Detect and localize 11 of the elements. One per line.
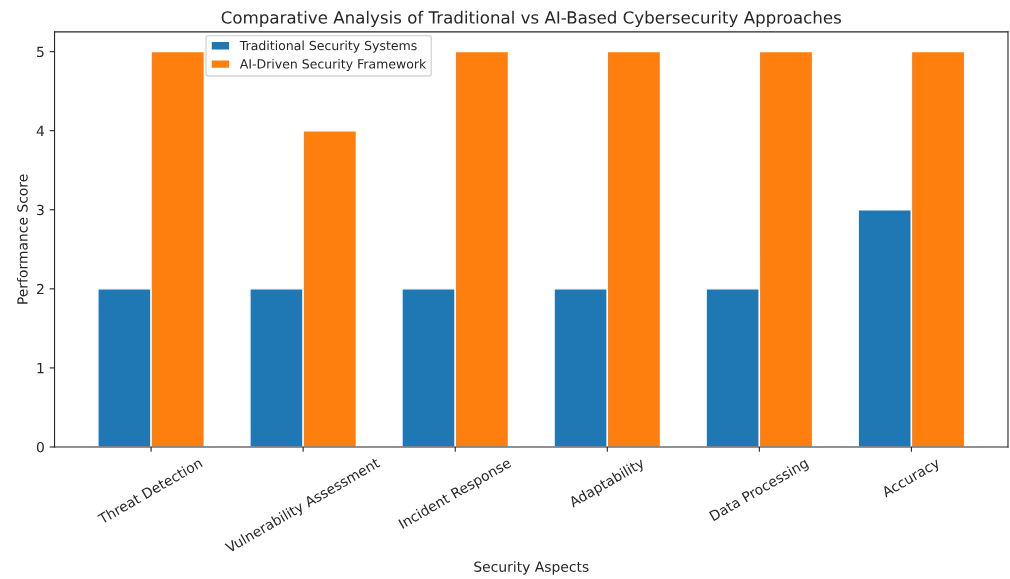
y-tick-label: 2	[37, 283, 44, 295]
legend-label: Traditional Security Systems	[239, 40, 417, 53]
legend-label: AI-Driven Security Framework	[239, 58, 427, 72]
y-tick-label: 5	[37, 46, 44, 58]
y-tick-label: 4	[36, 125, 45, 136]
y-tick-label: 1	[37, 363, 44, 374]
y-tick-label: 3	[37, 204, 44, 216]
chart-title: Comparative Analysis of Traditional vs AI-Based Cybersecurity Approaches	[221, 10, 841, 27]
y-tick-label: 0	[36, 441, 44, 453]
y-axis-title: Performance Score	[16, 174, 28, 304]
x-axis-title: Security Aspects	[474, 561, 589, 575]
